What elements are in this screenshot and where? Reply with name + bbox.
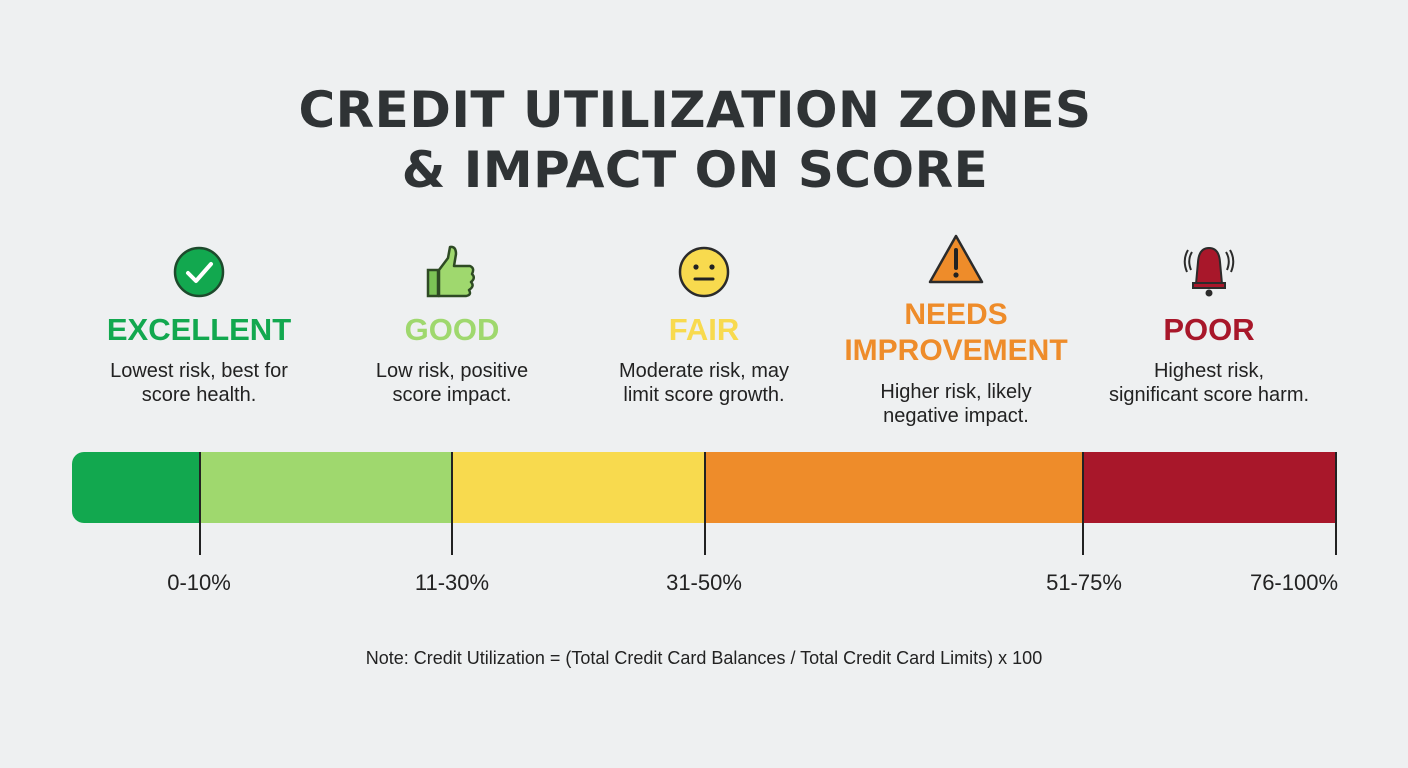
neutral-face-icon <box>678 246 730 298</box>
bar-segment-fair <box>452 452 705 523</box>
desc-line: Higher risk, likely <box>880 381 1032 403</box>
formula-note: Note: Credit Utilization = (Total Credit… <box>365 648 1043 668</box>
bar-segment-good <box>200 452 452 523</box>
zone-name-needs-improvement: NEEDS IMPROVEMENT <box>806 297 1106 369</box>
range-label-needs-improvement: 51-75% <box>1046 570 1122 595</box>
desc-line: score impact. <box>392 384 512 406</box>
zone-name-line-2: IMPROVEMENT <box>844 334 1068 367</box>
zone-name-line-1: NEEDS <box>904 298 1008 331</box>
range-label-excellent: 0-10% <box>167 570 231 595</box>
desc-line: Highest risk, <box>1153 360 1265 382</box>
title-line-1: CREDIT UTILIZATION ZONES <box>298 81 1092 139</box>
zone-name-good: GOOD <box>404 312 500 347</box>
desc-line: negative impact. <box>883 405 1029 427</box>
zone-desc-poor: Highest risk, significant score harm. <box>1079 359 1339 407</box>
divider-tick <box>704 452 706 555</box>
range-label-good: 11-30% <box>414 570 490 595</box>
divider-tick <box>1335 452 1337 555</box>
range-label-poor: 76-100% <box>1249 570 1339 595</box>
zone-desc-excellent: Lowest risk, best for score health. <box>69 359 329 407</box>
divider-tick <box>451 452 453 555</box>
zone-desc-fair: Moderate risk, may limit score growth. <box>574 359 834 407</box>
divider-tick <box>1082 452 1084 555</box>
thumbs-up-icon <box>426 245 475 298</box>
desc-line: Moderate risk, may <box>618 360 790 382</box>
check-circle-icon <box>173 246 225 298</box>
zone-name-poor: POOR <box>1163 312 1255 347</box>
warning-icon <box>928 234 984 284</box>
alarm-bell-icon <box>1183 246 1235 297</box>
zone-desc-good: Low risk, positive score impact. <box>322 359 582 407</box>
desc-line: significant score harm. <box>1108 384 1310 406</box>
desc-line: Lowest risk, best for <box>110 360 288 382</box>
page-title: CREDIT UTILIZATION ZONES & IMPACT ON SCO… <box>0 80 1390 200</box>
range-label-fair: 31-50% <box>666 570 742 595</box>
zone-name-excellent: EXCELLENT <box>106 312 292 347</box>
bar-segment-poor <box>1083 452 1336 523</box>
zone-desc-needs-improvement: Higher risk, likely negative impact. <box>826 380 1086 428</box>
desc-line: Low risk, positive <box>375 360 529 382</box>
zone-name-fair: FAIR <box>668 312 740 347</box>
title-line-2: & IMPACT ON SCORE <box>401 141 989 199</box>
bar-segment-excellent <box>72 452 200 523</box>
desc-line: limit score growth. <box>623 384 785 406</box>
desc-line: score health. <box>141 384 257 406</box>
divider-tick <box>199 452 201 555</box>
bar-segment-needs-improvement <box>705 452 1083 523</box>
